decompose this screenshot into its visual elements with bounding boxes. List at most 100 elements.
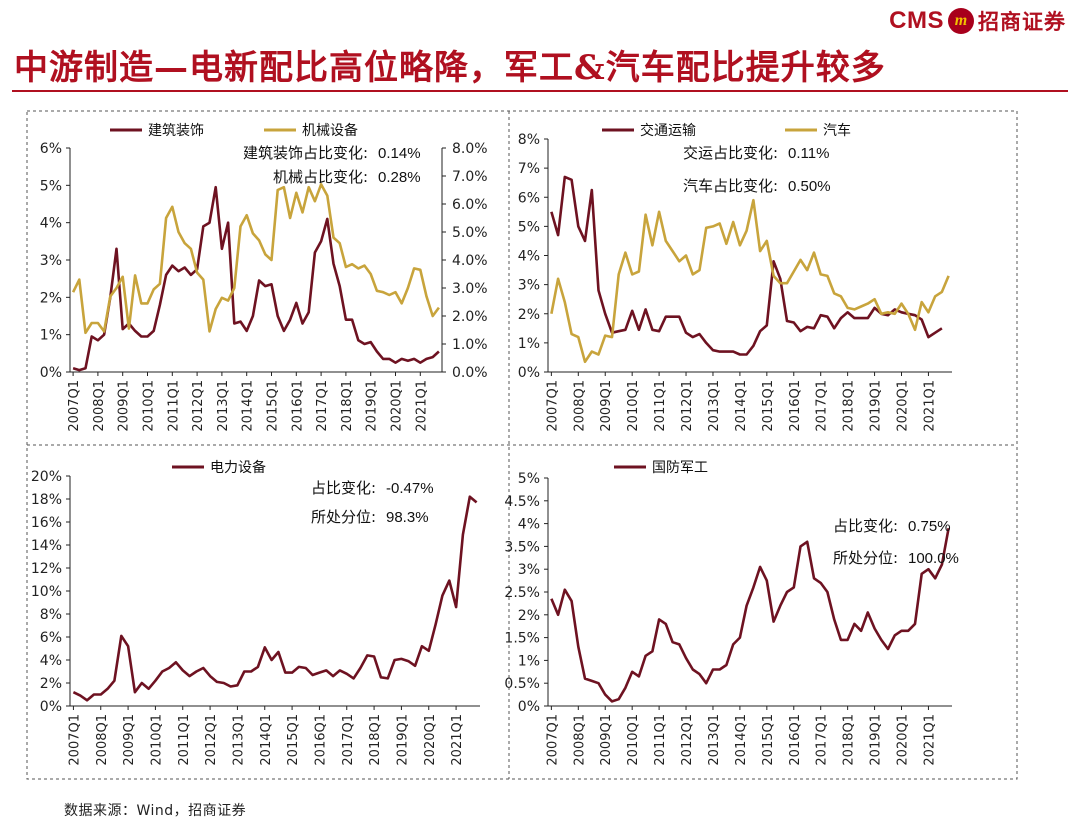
y-right-tick-label: 7.0% — [452, 169, 488, 185]
chart-power-equipment: 0% 2% 4% 6% 8% 10% 12% 14% 16% 18% 20% 2007Q1 2008Q1… — [31, 459, 480, 766]
x-tick-label: 2016Q1 — [313, 714, 328, 766]
annotation-label: 所处分位: — [311, 508, 376, 526]
series-line-汽车 — [550, 198, 950, 364]
y-tick-label: 1% — [40, 328, 62, 344]
y-tick-label: 1.5% — [504, 631, 540, 647]
annotation-value: 0.14% — [378, 145, 421, 162]
x-tick-label: 2011Q1 — [653, 380, 668, 432]
x-tick-label: 2009Q1 — [117, 380, 132, 432]
annotation-value: 0.28% — [378, 169, 421, 186]
x-tick-label: 2017Q1 — [315, 380, 330, 432]
x-tick-label: 2010Q1 — [626, 380, 641, 432]
y-tick-label: 18% — [31, 492, 62, 508]
x-tick-label: 2013Q1 — [707, 714, 722, 766]
y-right-tick-label: 6.0% — [452, 197, 488, 213]
y-right-tick-label: 1.0% — [452, 337, 488, 353]
x-tick-label: 2012Q1 — [191, 380, 206, 432]
annotation-value: 0.50% — [788, 178, 831, 195]
x-tick-label: 2012Q1 — [680, 380, 695, 432]
y-tick-label: 4% — [40, 653, 62, 669]
x-tick-label: 2013Q1 — [216, 380, 231, 432]
series-line-建筑装饰 — [72, 185, 440, 372]
x-tick-label: 2019Q1 — [395, 714, 410, 766]
y-tick-label: 5% — [40, 178, 62, 194]
annotation-label: 占比变化: — [833, 517, 898, 535]
y-tick-label: 6% — [518, 190, 540, 206]
annotation-label: 所处分位: — [833, 549, 898, 567]
x-tick-label: 2020Q1 — [390, 380, 405, 432]
x-tick-label: 2010Q1 — [626, 714, 641, 766]
y-tick-label: 4.5% — [504, 494, 540, 510]
x-tick-label: 2011Q1 — [166, 380, 181, 432]
x-tick-label: 2018Q1 — [842, 380, 857, 432]
x-tick-label: 2020Q1 — [423, 714, 438, 766]
series-line-电力设备 — [72, 495, 478, 702]
y-right-tick-label: 4.0% — [452, 253, 488, 269]
annotation-label: 机械占比变化: — [273, 168, 368, 186]
x-tick-label: 2017Q1 — [341, 714, 356, 766]
y-tick-label: 0% — [40, 699, 62, 715]
y-tick-label: 2% — [40, 676, 62, 692]
x-tick-label: 2011Q1 — [177, 714, 192, 766]
brand-cms-text: CMS — [889, 7, 944, 34]
annotation-label: 建筑装饰占比变化: — [243, 144, 368, 162]
x-tick-label: 2018Q1 — [368, 714, 383, 766]
x-tick-label: 2019Q1 — [869, 380, 884, 432]
page-title: 中游制造—电新配比高位略降，军工&汽车配比提升较多 — [14, 48, 886, 88]
y-right-tick-label: 3.0% — [452, 281, 488, 297]
legend-label: 建筑装饰 — [148, 123, 204, 139]
y-tick-label: 5% — [518, 219, 540, 235]
y-tick-label: 0% — [518, 365, 540, 381]
annotation-value: 98.3% — [386, 509, 429, 526]
x-tick-label: 2010Q1 — [149, 714, 164, 766]
legend-label: 电力设备 — [210, 459, 266, 476]
x-tick-label: 2008Q1 — [92, 380, 107, 432]
annotation-value: 0.11% — [788, 145, 829, 162]
x-tick-label: 2013Q1 — [231, 714, 246, 766]
x-tick-label: 2009Q1 — [122, 714, 137, 766]
data-source-note: 数据来源：Wind，招商证券 — [64, 803, 247, 819]
y-tick-label: 6% — [40, 141, 62, 157]
x-tick-label: 2016Q1 — [290, 380, 305, 432]
legend-label: 汽车 — [823, 122, 851, 139]
annotation-label: 交运占比变化: — [683, 144, 778, 162]
y-tick-label: 4% — [518, 249, 540, 265]
x-tick-label: 2019Q1 — [869, 714, 884, 766]
y-tick-label: 10% — [31, 584, 62, 600]
y-tick-label: 4% — [40, 216, 62, 232]
y-tick-label: 12% — [31, 561, 62, 577]
legend-label: 交通运输 — [640, 122, 696, 139]
x-tick-label: 2009Q1 — [599, 380, 614, 432]
x-tick-label: 2007Q1 — [67, 380, 82, 432]
x-tick-label: 2021Q1 — [414, 380, 429, 432]
x-tick-label: 2008Q1 — [572, 380, 587, 432]
series-line-国防军工 — [550, 527, 950, 703]
x-tick-label: 2010Q1 — [142, 380, 157, 432]
y-tick-label: 0% — [40, 365, 62, 381]
x-tick-label: 2019Q1 — [365, 380, 380, 432]
y-tick-label: 0% — [518, 699, 540, 715]
title-underline — [12, 90, 1068, 92]
y-tick-label: 2% — [518, 608, 540, 624]
x-tick-label: 2014Q1 — [734, 714, 749, 766]
chart-defense: 0% 0.5% 1% 1.5% 2% 2.5% 3% 3.5% 4% 4.5% 5% 2007Q1 20… — [504, 460, 958, 766]
y-tick-label: 8% — [518, 132, 540, 148]
y-tick-label: 0.5% — [504, 676, 540, 692]
x-tick-label: 2009Q1 — [599, 714, 614, 766]
y-tick-label: 20% — [31, 469, 62, 485]
x-tick-label: 2014Q1 — [241, 380, 256, 432]
y-tick-label: 4% — [518, 517, 540, 533]
y-tick-label: 1% — [518, 653, 540, 669]
x-tick-label: 2008Q1 — [572, 714, 587, 766]
x-tick-label: 2014Q1 — [734, 380, 749, 432]
x-tick-label: 2014Q1 — [259, 714, 274, 766]
annotation-value: 0.75% — [908, 518, 951, 535]
annotation-label: 汽车占比变化: — [683, 177, 778, 195]
y-tick-label: 3% — [518, 562, 540, 578]
chart-transport-auto: 0% 1% 2% 3% 4% 5% 6% 7% 8% 2007Q1 2008Q1 2009Q1 2010… — [518, 122, 952, 432]
x-tick-label: 2007Q1 — [67, 714, 82, 766]
chart-construction-machinery: 0% 1% 2% 3% 4% 5% 6% 0.0% 1.0% 2.0% 3.0% 4.0% 5.0% 6.… — [40, 122, 488, 432]
y-tick-label: 14% — [31, 538, 62, 554]
legend-label: 国防军工 — [652, 460, 708, 476]
y-tick-label: 3% — [40, 253, 62, 269]
